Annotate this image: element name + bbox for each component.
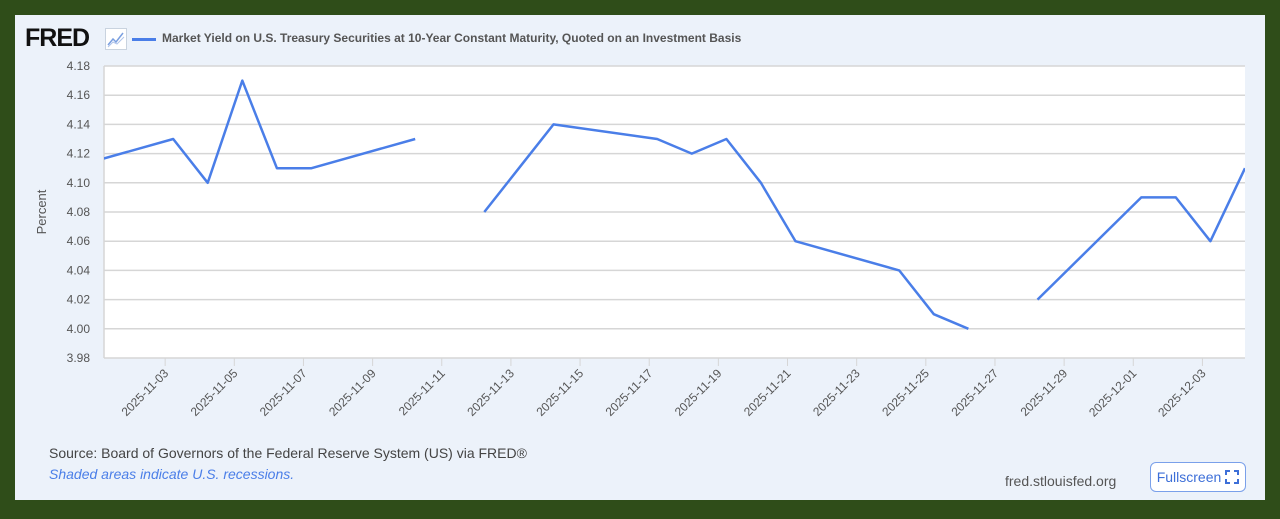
x-tick-label: 2025-11-21 <box>741 366 794 419</box>
y-tick-label: 4.02 <box>67 293 91 307</box>
series-line <box>483 123 969 330</box>
y-tick-label: 4.08 <box>67 205 91 219</box>
x-tick-label: 2025-11-13 <box>464 366 517 419</box>
x-tick-label: 2025-11-27 <box>948 366 1001 419</box>
x-tick-label: 2025-11-19 <box>672 366 725 419</box>
x-tick-label: 2025-11-09 <box>326 366 379 419</box>
fred-logo[interactable]: FRED <box>25 24 90 52</box>
x-tick-label: 2025-11-23 <box>810 366 863 419</box>
y-tick-label: 4.06 <box>67 234 91 248</box>
y-tick-label: 4.00 <box>67 322 91 336</box>
y-tick-label: 4.10 <box>67 176 91 190</box>
x-tick-label: 2025-11-29 <box>1018 366 1071 419</box>
x-tick-label: 2025-11-05 <box>188 366 241 419</box>
x-tick-label: 2025-11-07 <box>257 366 310 419</box>
y-tick-label: 4.14 <box>67 117 91 131</box>
x-tick-label: 2025-12-01 <box>1086 366 1140 420</box>
y-tick-label: 4.12 <box>67 147 91 161</box>
x-tick-label: 2025-11-17 <box>603 366 656 419</box>
legend-swatch <box>132 38 156 41</box>
y-tick-label: 4.04 <box>67 263 91 277</box>
graph-icon[interactable] <box>105 28 127 50</box>
series-title[interactable]: Market Yield on U.S. Treasury Securities… <box>162 31 742 45</box>
y-tick-label: 4.16 <box>67 88 91 102</box>
fullscreen-button[interactable]: Fullscreen <box>1150 462 1246 492</box>
series-line <box>104 79 416 185</box>
x-tick-label: 2025-11-15 <box>534 366 587 419</box>
x-tick-label: 2025-11-25 <box>879 366 932 419</box>
recessions-note: Shaded areas indicate U.S. recessions. <box>49 466 295 482</box>
fullscreen-label: Fullscreen <box>1156 469 1222 485</box>
x-tick-label: 2025-11-03 <box>119 366 172 419</box>
site-link[interactable]: fred.stlouisfed.org <box>1005 473 1117 489</box>
x-tick-label: 2025-11-11 <box>396 366 448 418</box>
x-tick-label: 2025-12-03 <box>1155 366 1209 420</box>
series-line <box>1036 167 1245 301</box>
source-text: Source: Board of Governors of the Federa… <box>49 445 527 461</box>
y-tick-label: 3.98 <box>67 351 91 365</box>
y-axis-label: Percent <box>34 189 49 234</box>
y-tick-label: 4.18 <box>67 59 91 73</box>
expand-icon <box>1225 470 1240 484</box>
